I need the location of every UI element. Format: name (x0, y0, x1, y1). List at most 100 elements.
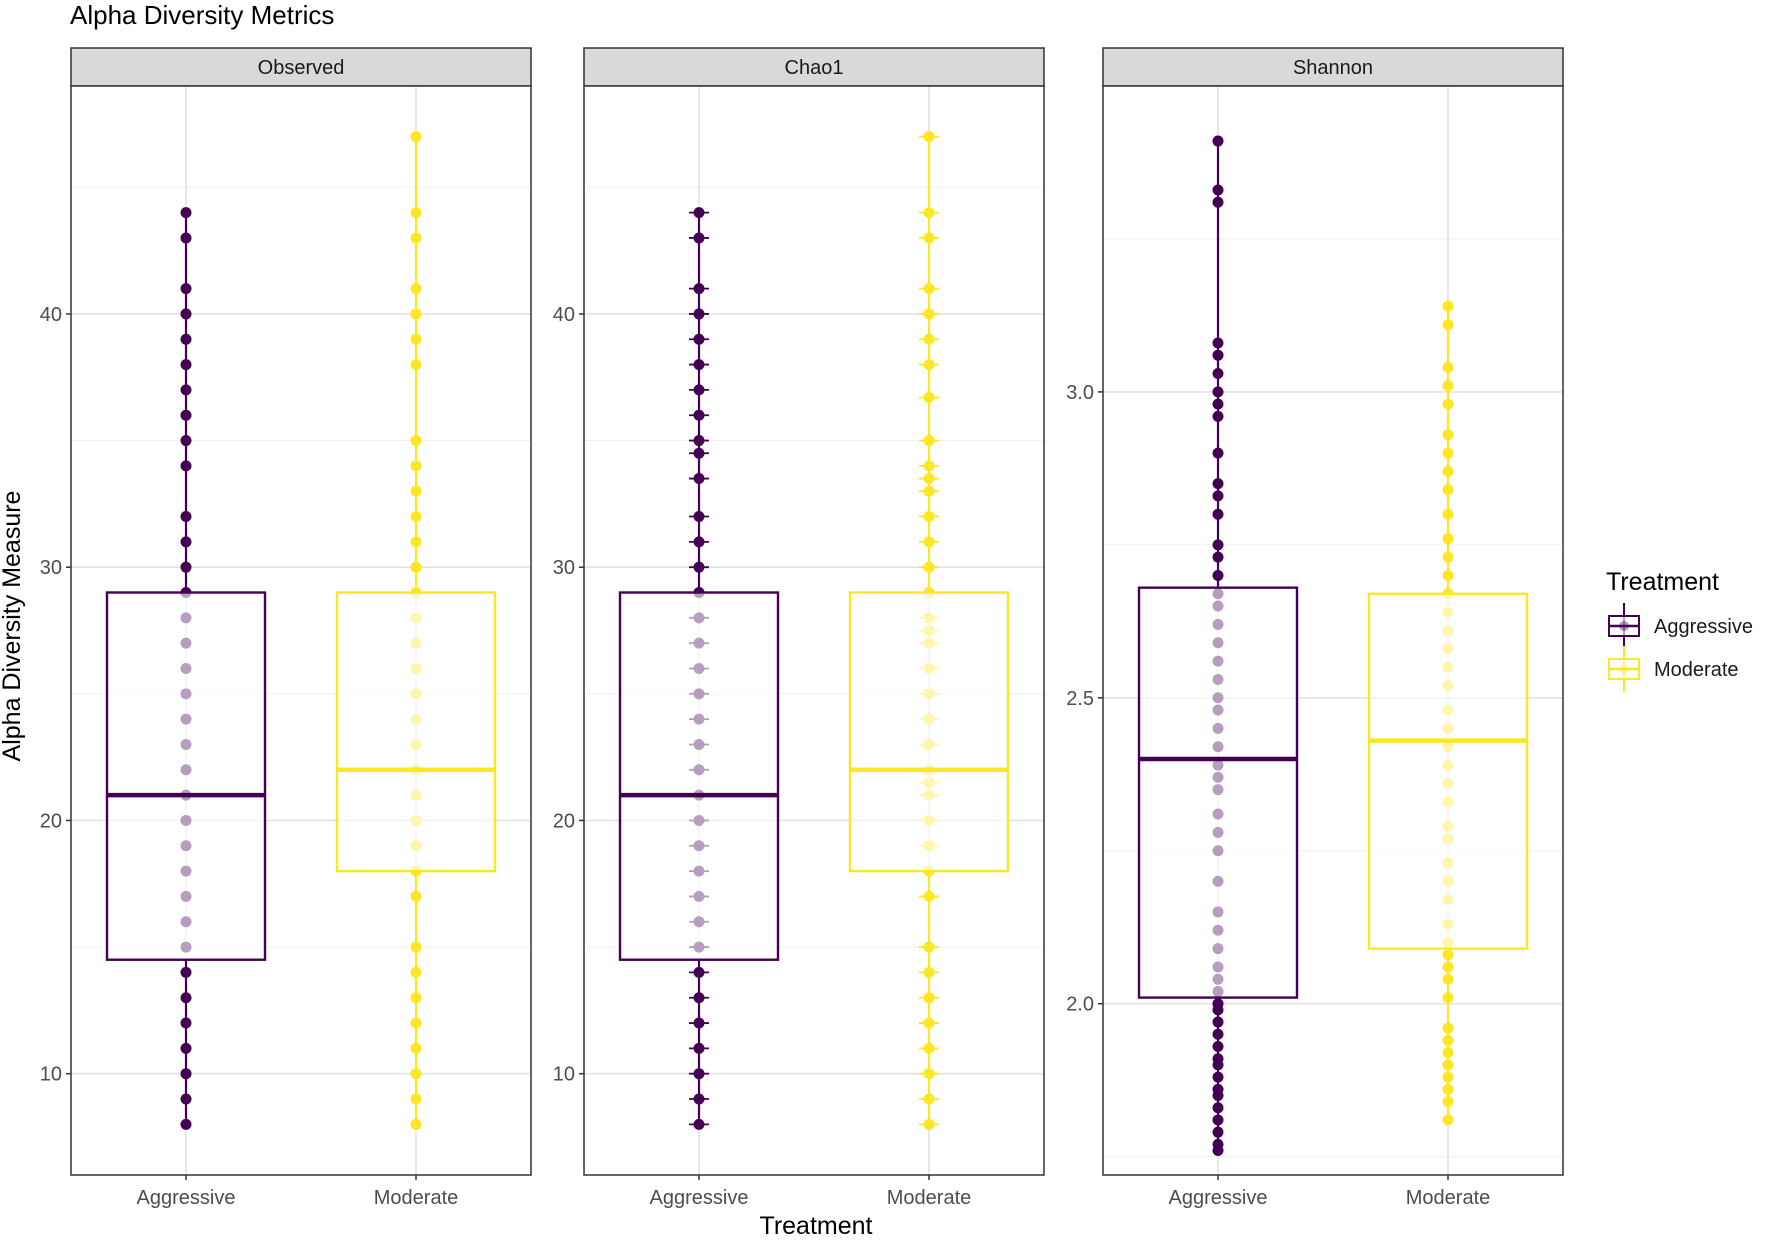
data-point-observed-moderate (410, 890, 422, 902)
data-point-observed-aggressive (180, 992, 192, 1004)
legend-item-moderate: Moderate (1608, 646, 1739, 692)
data-point-chao1-aggressive (693, 333, 705, 345)
data-point-chao1-moderate (923, 207, 935, 219)
data-point-observed-moderate (410, 283, 422, 295)
data-point-shannon-aggressive (1212, 447, 1224, 459)
data-point-chao1-moderate (923, 460, 935, 472)
data-point-shannon-aggressive (1212, 1016, 1224, 1028)
data-point-shannon-moderate (1442, 533, 1454, 545)
data-point-shannon-moderate (1442, 380, 1454, 392)
data-point-shannon-moderate (1442, 361, 1454, 373)
data-point-chao1-moderate (923, 1042, 935, 1054)
data-point-shannon-aggressive (1212, 508, 1224, 520)
box-shannon-moderate (1367, 592, 1529, 950)
data-point-observed-aggressive (180, 308, 192, 320)
data-point-shannon-aggressive (1212, 196, 1224, 208)
facets-layer: Observed 10 20 30 40 Aggressive Moderate Chao1 1… (40, 47, 1564, 1209)
data-point-observed-aggressive (180, 966, 192, 978)
y-tick-label-chao1: 20 (553, 810, 575, 832)
data-point-chao1-aggressive (693, 435, 705, 447)
data-point-observed-aggressive (180, 561, 192, 573)
box-shannon-aggressive (1137, 586, 1299, 999)
data-point-shannon-moderate (1442, 319, 1454, 331)
y-tick-label-observed: 40 (40, 304, 62, 326)
data-point-observed-moderate (410, 435, 422, 447)
data-point-shannon-moderate (1442, 1047, 1454, 1059)
data-point-shannon-aggressive (1212, 1083, 1224, 1095)
data-point-observed-moderate (410, 460, 422, 472)
y-tick-label-chao1: 30 (553, 557, 575, 579)
data-point-observed-moderate (410, 1118, 422, 1130)
data-point-chao1-moderate (923, 359, 935, 371)
data-point-chao1-aggressive (693, 1118, 705, 1130)
data-point-observed-moderate (410, 1093, 422, 1105)
data-point-chao1-moderate (923, 992, 935, 1004)
data-point-observed-aggressive (180, 536, 192, 548)
data-point-chao1-aggressive (693, 1068, 705, 1080)
data-point-chao1-moderate (923, 232, 935, 244)
data-point-chao1-moderate (923, 890, 935, 902)
data-point-shannon-aggressive (1212, 337, 1224, 349)
data-point-chao1-moderate (923, 485, 935, 497)
facet-strip-label-observed: Observed (258, 57, 345, 79)
data-point-chao1-moderate (923, 283, 935, 295)
data-point-observed-moderate (410, 536, 422, 548)
data-point-shannon-aggressive (1212, 368, 1224, 380)
data-point-shannon-aggressive (1212, 478, 1224, 490)
data-point-chao1-moderate (923, 941, 935, 953)
box-chao1-aggressive (618, 591, 780, 961)
data-point-observed-aggressive (180, 207, 192, 219)
data-point-chao1-moderate (923, 473, 935, 485)
data-point-observed-moderate (410, 1042, 422, 1054)
y-tick-label-shannon: 2.0 (1066, 994, 1094, 1016)
data-point-chao1-aggressive (693, 1093, 705, 1105)
x-axis-label: Treatment (759, 1212, 872, 1237)
legend-key-point-aggressive (1619, 621, 1629, 631)
data-point-chao1-moderate (923, 536, 935, 548)
data-point-shannon-aggressive (1212, 1102, 1224, 1114)
data-point-observed-aggressive (180, 1042, 192, 1054)
panel-border-shannon (1102, 85, 1564, 1176)
data-point-observed-aggressive (180, 384, 192, 396)
x-tick-label-shannon-aggressive: Aggressive (1169, 1187, 1268, 1209)
data-point-shannon-moderate (1442, 569, 1454, 581)
box-observed-moderate (335, 591, 497, 873)
data-point-shannon-moderate (1442, 551, 1454, 563)
y-axis-label: Alpha Diversity Measure (0, 491, 26, 762)
data-point-shannon-aggressive (1212, 410, 1224, 422)
data-point-shannon-aggressive (1212, 1071, 1224, 1083)
data-point-chao1-aggressive (693, 207, 705, 219)
data-point-shannon-moderate (1442, 1022, 1454, 1034)
legend: Treatment Aggressive Moderate (1606, 568, 1753, 692)
data-point-shannon-aggressive (1212, 998, 1224, 1010)
x-tick-label-chao1-moderate: Moderate (887, 1187, 972, 1209)
data-point-observed-aggressive (180, 1118, 192, 1130)
data-point-shannon-moderate (1442, 465, 1454, 477)
y-tick-label-observed: 20 (40, 810, 62, 832)
data-point-observed-moderate (410, 485, 422, 497)
data-point-chao1-moderate (923, 966, 935, 978)
data-point-chao1-aggressive (693, 992, 705, 1004)
data-point-chao1-moderate (923, 392, 935, 404)
data-point-shannon-moderate (1442, 398, 1454, 410)
panel-border-chao1 (583, 85, 1045, 1176)
legend-item-aggressive: Aggressive (1608, 603, 1753, 649)
legend-title: Treatment (1606, 568, 1719, 596)
x-tick-label-chao1-aggressive: Aggressive (650, 1187, 749, 1209)
data-point-shannon-aggressive (1212, 135, 1224, 147)
data-point-shannon-aggressive (1212, 1041, 1224, 1053)
data-point-observed-aggressive (180, 435, 192, 447)
facet-strip-observed (70, 47, 532, 87)
data-point-shannon-moderate (1442, 1096, 1454, 1108)
legend-label-aggressive: Aggressive (1654, 616, 1753, 638)
chart-title: Alpha Diversity Metrics (70, 0, 334, 30)
data-point-observed-moderate (410, 232, 422, 244)
data-point-chao1-aggressive (693, 511, 705, 523)
data-point-chao1-aggressive (693, 308, 705, 320)
facet-strip-shannon (1102, 47, 1564, 87)
data-point-observed-moderate (410, 1068, 422, 1080)
data-point-shannon-moderate (1442, 300, 1454, 312)
facet-strip-chao1 (583, 47, 1045, 87)
